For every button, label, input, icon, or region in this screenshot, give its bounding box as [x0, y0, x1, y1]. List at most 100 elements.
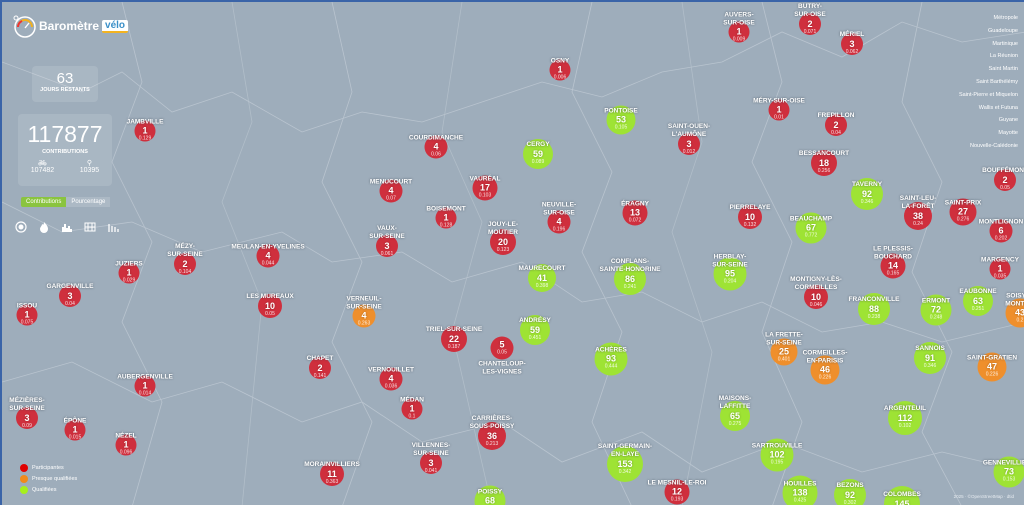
- region-link[interactable]: Martinique: [992, 40, 1018, 47]
- commune-marker[interactable]: ÉPÔNE 1 0.015: [64, 417, 86, 441]
- commune-marker[interactable]: ÉRAGNY 13 0.072: [621, 200, 649, 226]
- commune-marker[interactable]: TAVERNY 92 0.346: [851, 178, 883, 210]
- toggle-pourcentage[interactable]: Pourcentage: [66, 197, 111, 207]
- commune-marker[interactable]: BOISEMONT 1 0.128: [426, 205, 466, 229]
- commune-marker[interactable]: PONTOISE 53 0.105: [604, 105, 638, 135]
- grid-map-icon[interactable]: [84, 221, 96, 233]
- region-link[interactable]: Saint Barthélémy: [976, 78, 1018, 85]
- region-link[interactable]: Métropole: [993, 15, 1018, 21]
- commune-marker[interactable]: VAURÉAL 17 0.103: [470, 175, 500, 201]
- commune-marker[interactable]: MÉZIÈRES- SUR-SEINE 3 0.09: [9, 397, 45, 429]
- commune-marker[interactable]: ERMONT 72 0.248: [920, 294, 952, 326]
- commune-marker[interactable]: ARGENTEUIL 112 0.102: [884, 401, 926, 435]
- target-icon[interactable]: [15, 221, 27, 233]
- commune-marker[interactable]: MARGENCY 1 0.035: [981, 256, 1019, 280]
- commune-marker[interactable]: SARTROUVILLE 102 0.195: [752, 438, 802, 472]
- region-link[interactable]: Guadeloupe: [988, 27, 1018, 34]
- contribution-ratio: 0.193: [670, 496, 684, 503]
- region-link[interactable]: Wallis et Futuna: [978, 104, 1018, 111]
- commune-marker[interactable]: LE PLESSIS- BOUCHARD 14 0.165: [873, 245, 913, 279]
- region-link[interactable]: Saint-Pierre et Miquelon: [958, 91, 1018, 98]
- commune-marker[interactable]: FREPILLON 2 0.04: [818, 112, 854, 136]
- commune-marker[interactable]: MÉRIEL 3 0.062: [839, 31, 865, 55]
- commune-marker[interactable]: VILLENNES- SUR-SEINE 3 0.041: [412, 442, 450, 474]
- commune-marker[interactable]: BEAUCHAMP 67 0.772: [790, 212, 832, 244]
- commune-marker[interactable]: MEULAN-EN-YVELINES 4 0.044: [231, 243, 305, 268]
- commune-marker[interactable]: LA FRETTE- SUR-SEINE 25 0.401: [765, 331, 803, 366]
- commune-marker[interactable]: CHANTELOUP- LES-VIGNES 5 0.05: [478, 336, 526, 376]
- bar-chart-icon[interactable]: [107, 221, 119, 233]
- commune-name: AUVERS- SUR-OISE: [723, 11, 755, 26]
- commune-marker[interactable]: HERBLAY- SUR-SEINE 95 0.204: [712, 253, 748, 291]
- commune-marker[interactable]: SAINT-OUEN- L'AUMÔNE 3 0.012: [668, 123, 710, 155]
- commune-name: MEULAN-EN-YVELINES: [231, 243, 305, 250]
- commune-marker[interactable]: VERNEUIL- SUR-SEINE 4 0.263: [346, 295, 382, 328]
- commune-marker[interactable]: COURDIMANCHE 4 0.06: [409, 134, 463, 159]
- commune-marker[interactable]: PIERRELAYE 10 0.132: [730, 204, 770, 229]
- region-link[interactable]: Nouvelle-Calédonie: [969, 142, 1018, 149]
- toggle-contributions[interactable]: Contributions: [21, 197, 67, 207]
- commune-marker[interactable]: SAINT-PRIX 27 0.276: [945, 198, 981, 226]
- commune-marker[interactable]: MÉZY- SUR-SEINE 2 0.104: [167, 243, 203, 275]
- commune-marker[interactable]: ACHÈRES 93 0.444: [594, 342, 628, 376]
- commune-marker[interactable]: HOUILLES 138 0.425: [782, 475, 818, 505]
- commune-marker[interactable]: GENNEVILLIERS730.153: [983, 456, 1024, 488]
- city-icon[interactable]: [61, 221, 73, 233]
- region-link[interactable]: Guyane: [998, 117, 1018, 124]
- commune-marker[interactable]: MAURECOURT 41 0.398: [519, 264, 565, 292]
- commune-marker[interactable]: SAINT-GRATIEN 47 0.226: [967, 352, 1017, 382]
- commune-marker[interactable]: BESSANCOURT 18 0.256: [799, 150, 849, 176]
- commune-marker[interactable]: NEUVILLE- SUR-OISE 4 0.196: [542, 201, 576, 234]
- commune-marker[interactable]: BOUFFÉMONT 2 0.05: [982, 167, 1024, 191]
- commune-marker[interactable]: ANDRÉSY 59 0.451: [519, 315, 551, 345]
- commune-marker[interactable]: MÉDAN 1 0.1: [400, 396, 424, 420]
- commune-marker[interactable]: EAUBONNE 63 0.251: [959, 286, 997, 316]
- commune-marker[interactable]: MAISONS- LAFFITTE 65 0.275: [719, 395, 751, 431]
- commune-marker[interactable]: FRANCONVILLE 88 0.238: [849, 293, 899, 325]
- commune-marker[interactable]: OSNY 1 0.006: [549, 57, 571, 81]
- commune-marker[interactable]: MONTIGNY-LÈS- CORMEILLES 10 0.046: [790, 276, 842, 309]
- commune-marker[interactable]: MENUCOURT 4 0.07: [370, 178, 412, 203]
- commune-marker[interactable]: LES MUREAUX 10 0.05: [246, 293, 294, 318]
- commune-name: GARGENVILLE: [46, 283, 94, 290]
- contribution-ratio: 0.226: [985, 371, 999, 378]
- commune-marker[interactable]: CONFLANS- SAINTE-HONORINE 86 0.241: [599, 258, 661, 295]
- commune-marker[interactable]: JOUY-LE- MOUTIER 20 0.123: [488, 221, 518, 255]
- commune-marker[interactable]: JUZIERS 1 0.029: [115, 260, 143, 284]
- commune-marker[interactable]: SAINT-GERMAIN- EN-LAYE 153 0.342: [598, 443, 652, 482]
- commune-marker[interactable]: MORAINVILLIERS 11 0.363: [304, 461, 360, 486]
- flame-icon[interactable]: [38, 221, 50, 233]
- commune-marker[interactable]: ISSOU 1 0.075: [16, 302, 38, 326]
- commune-marker[interactable]: CHAPET 2 0.141: [307, 355, 333, 379]
- commune-marker[interactable]: AUVERS- SUR-OISE 1 0.009: [723, 11, 755, 43]
- legend-dot: [20, 474, 28, 483]
- commune-marker[interactable]: BEZONS 92 0.302: [834, 479, 866, 505]
- commune-marker[interactable]: NÉZEL 1 0.096: [115, 432, 137, 456]
- commune-marker[interactable]: GARGENVILLE 3 0.04: [47, 283, 93, 307]
- commune-marker[interactable]: CARRIÈRES- SOUS-POISSY 36 0.213: [470, 415, 514, 450]
- commune-marker[interactable]: SAINT-LEU- LA-FORÊT 38 0.24: [900, 195, 936, 230]
- region-link[interactable]: Saint Martin: [988, 66, 1018, 73]
- commune-name: MAISONS- LAFFITTE: [718, 395, 752, 410]
- commune-marker[interactable]: VERNOUILLET 4 0.036: [368, 366, 414, 391]
- other-contributions: 10395: [79, 167, 100, 174]
- commune-marker[interactable]: SANNOIS 91 0.346: [914, 342, 946, 374]
- commune-marker[interactable]: LE MESNIL-LE-ROI 12 0.193: [648, 479, 706, 505]
- commune-marker[interactable]: MONTLIGNON 6 0.202: [979, 218, 1023, 243]
- commune-marker[interactable]: JAMBVILLE 1 0.129: [127, 118, 163, 142]
- commune-marker[interactable]: MÉRY-SUR-OISE 1 0.01: [753, 97, 805, 121]
- commune-marker[interactable]: CORMEILLES- EN-PARISIS 46 0.226: [803, 349, 847, 385]
- commune-marker[interactable]: VAUX- SUR-SEINE 3 0.061: [369, 225, 405, 257]
- commune-name: MÉRIEL: [839, 31, 865, 38]
- commune-marker[interactable]: POISSY680.1: [474, 485, 506, 505]
- commune-marker[interactable]: COLOMBES1450.2: [883, 486, 921, 505]
- logo[interactable]: Baromètre vélo: [12, 14, 129, 38]
- commune-marker[interactable]: TRIEL-SUR-SEINE 22 0.187: [426, 326, 482, 352]
- commune-marker[interactable]: AUBERGENVILLE 1 0.014: [117, 373, 173, 397]
- region-link[interactable]: La Réunion: [989, 53, 1018, 60]
- region-link[interactable]: Mayotte: [998, 130, 1018, 137]
- commune-marker[interactable]: SOISY-S. MONTMO430.2: [1005, 292, 1024, 328]
- commune-marker[interactable]: BUTRY- SUR-OISE 2 0.071: [794, 3, 826, 35]
- commune-marker[interactable]: CERGY 59 0.089: [523, 139, 553, 169]
